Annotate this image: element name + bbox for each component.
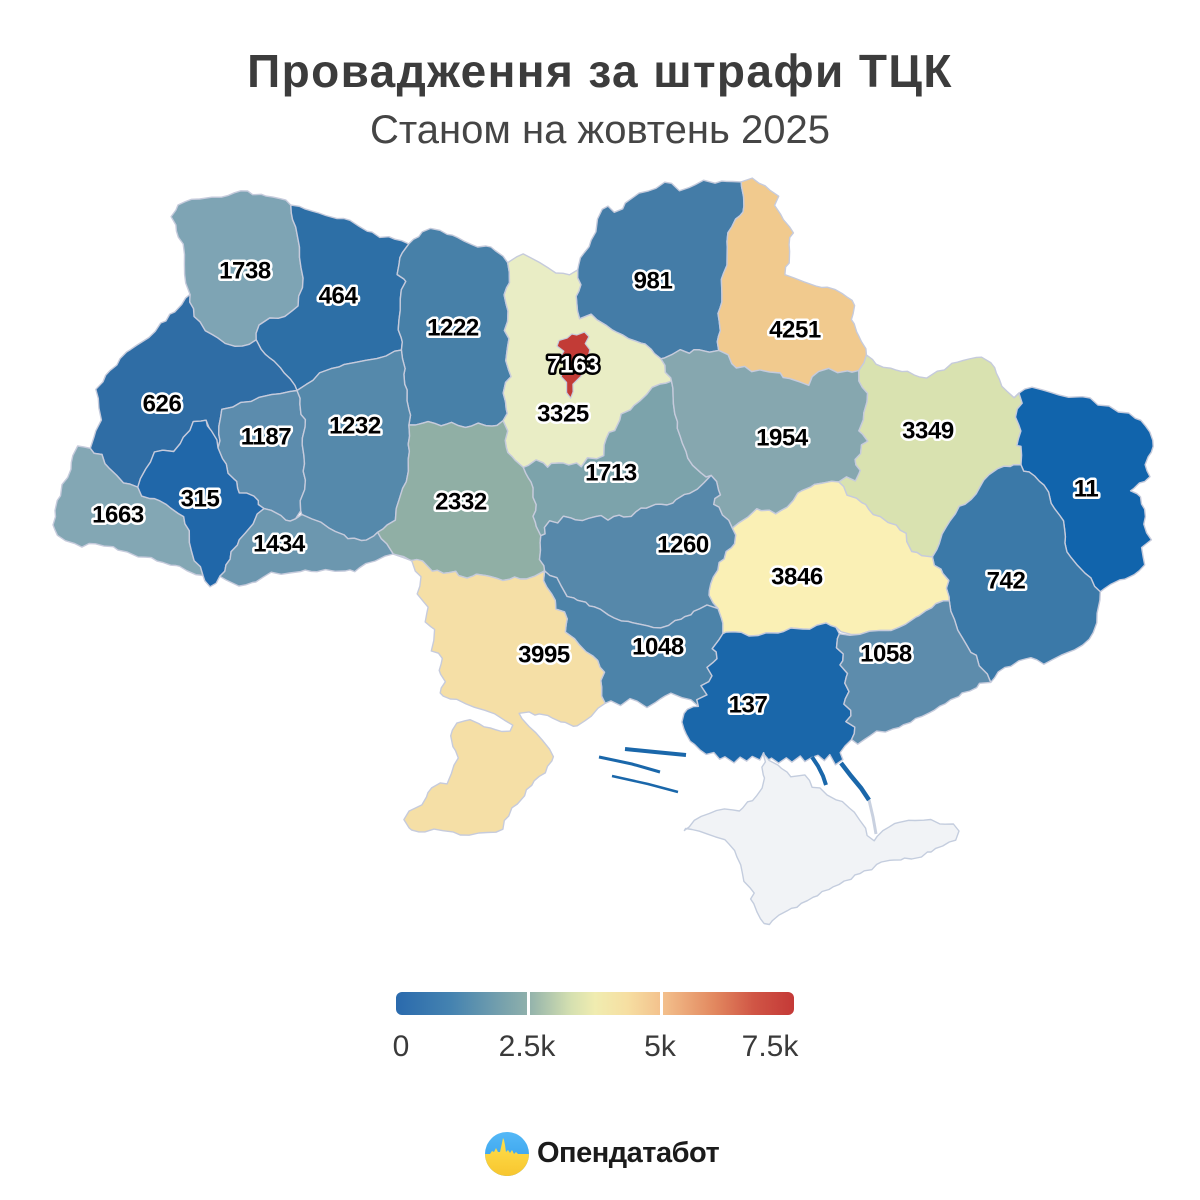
svg-text:1954: 1954 xyxy=(756,425,809,452)
svg-text:1738: 1738 xyxy=(219,258,271,285)
svg-text:315: 315 xyxy=(181,486,220,513)
svg-text:4251: 4251 xyxy=(769,317,821,344)
svg-text:1048: 1048 xyxy=(632,634,684,661)
svg-text:3995: 3995 xyxy=(518,642,570,669)
svg-text:1222: 1222 xyxy=(427,315,479,342)
svg-text:3349: 3349 xyxy=(902,418,954,445)
svg-text:742: 742 xyxy=(987,568,1026,595)
svg-text:11: 11 xyxy=(1074,476,1099,503)
svg-text:464: 464 xyxy=(319,283,359,310)
svg-text:1058: 1058 xyxy=(860,641,912,668)
svg-text:1260: 1260 xyxy=(657,532,709,559)
svg-text:137: 137 xyxy=(729,692,768,719)
svg-text:1713: 1713 xyxy=(585,460,637,487)
svg-text:7163: 7163 xyxy=(547,352,599,379)
svg-text:1232: 1232 xyxy=(329,413,381,440)
svg-text:3325: 3325 xyxy=(537,401,589,428)
svg-text:981: 981 xyxy=(634,268,673,295)
svg-text:1187: 1187 xyxy=(241,424,292,451)
svg-text:626: 626 xyxy=(143,391,182,418)
svg-text:1663: 1663 xyxy=(92,502,144,529)
svg-text:3846: 3846 xyxy=(771,564,823,591)
svg-text:1434: 1434 xyxy=(253,531,306,558)
svg-text:2332: 2332 xyxy=(435,489,487,516)
